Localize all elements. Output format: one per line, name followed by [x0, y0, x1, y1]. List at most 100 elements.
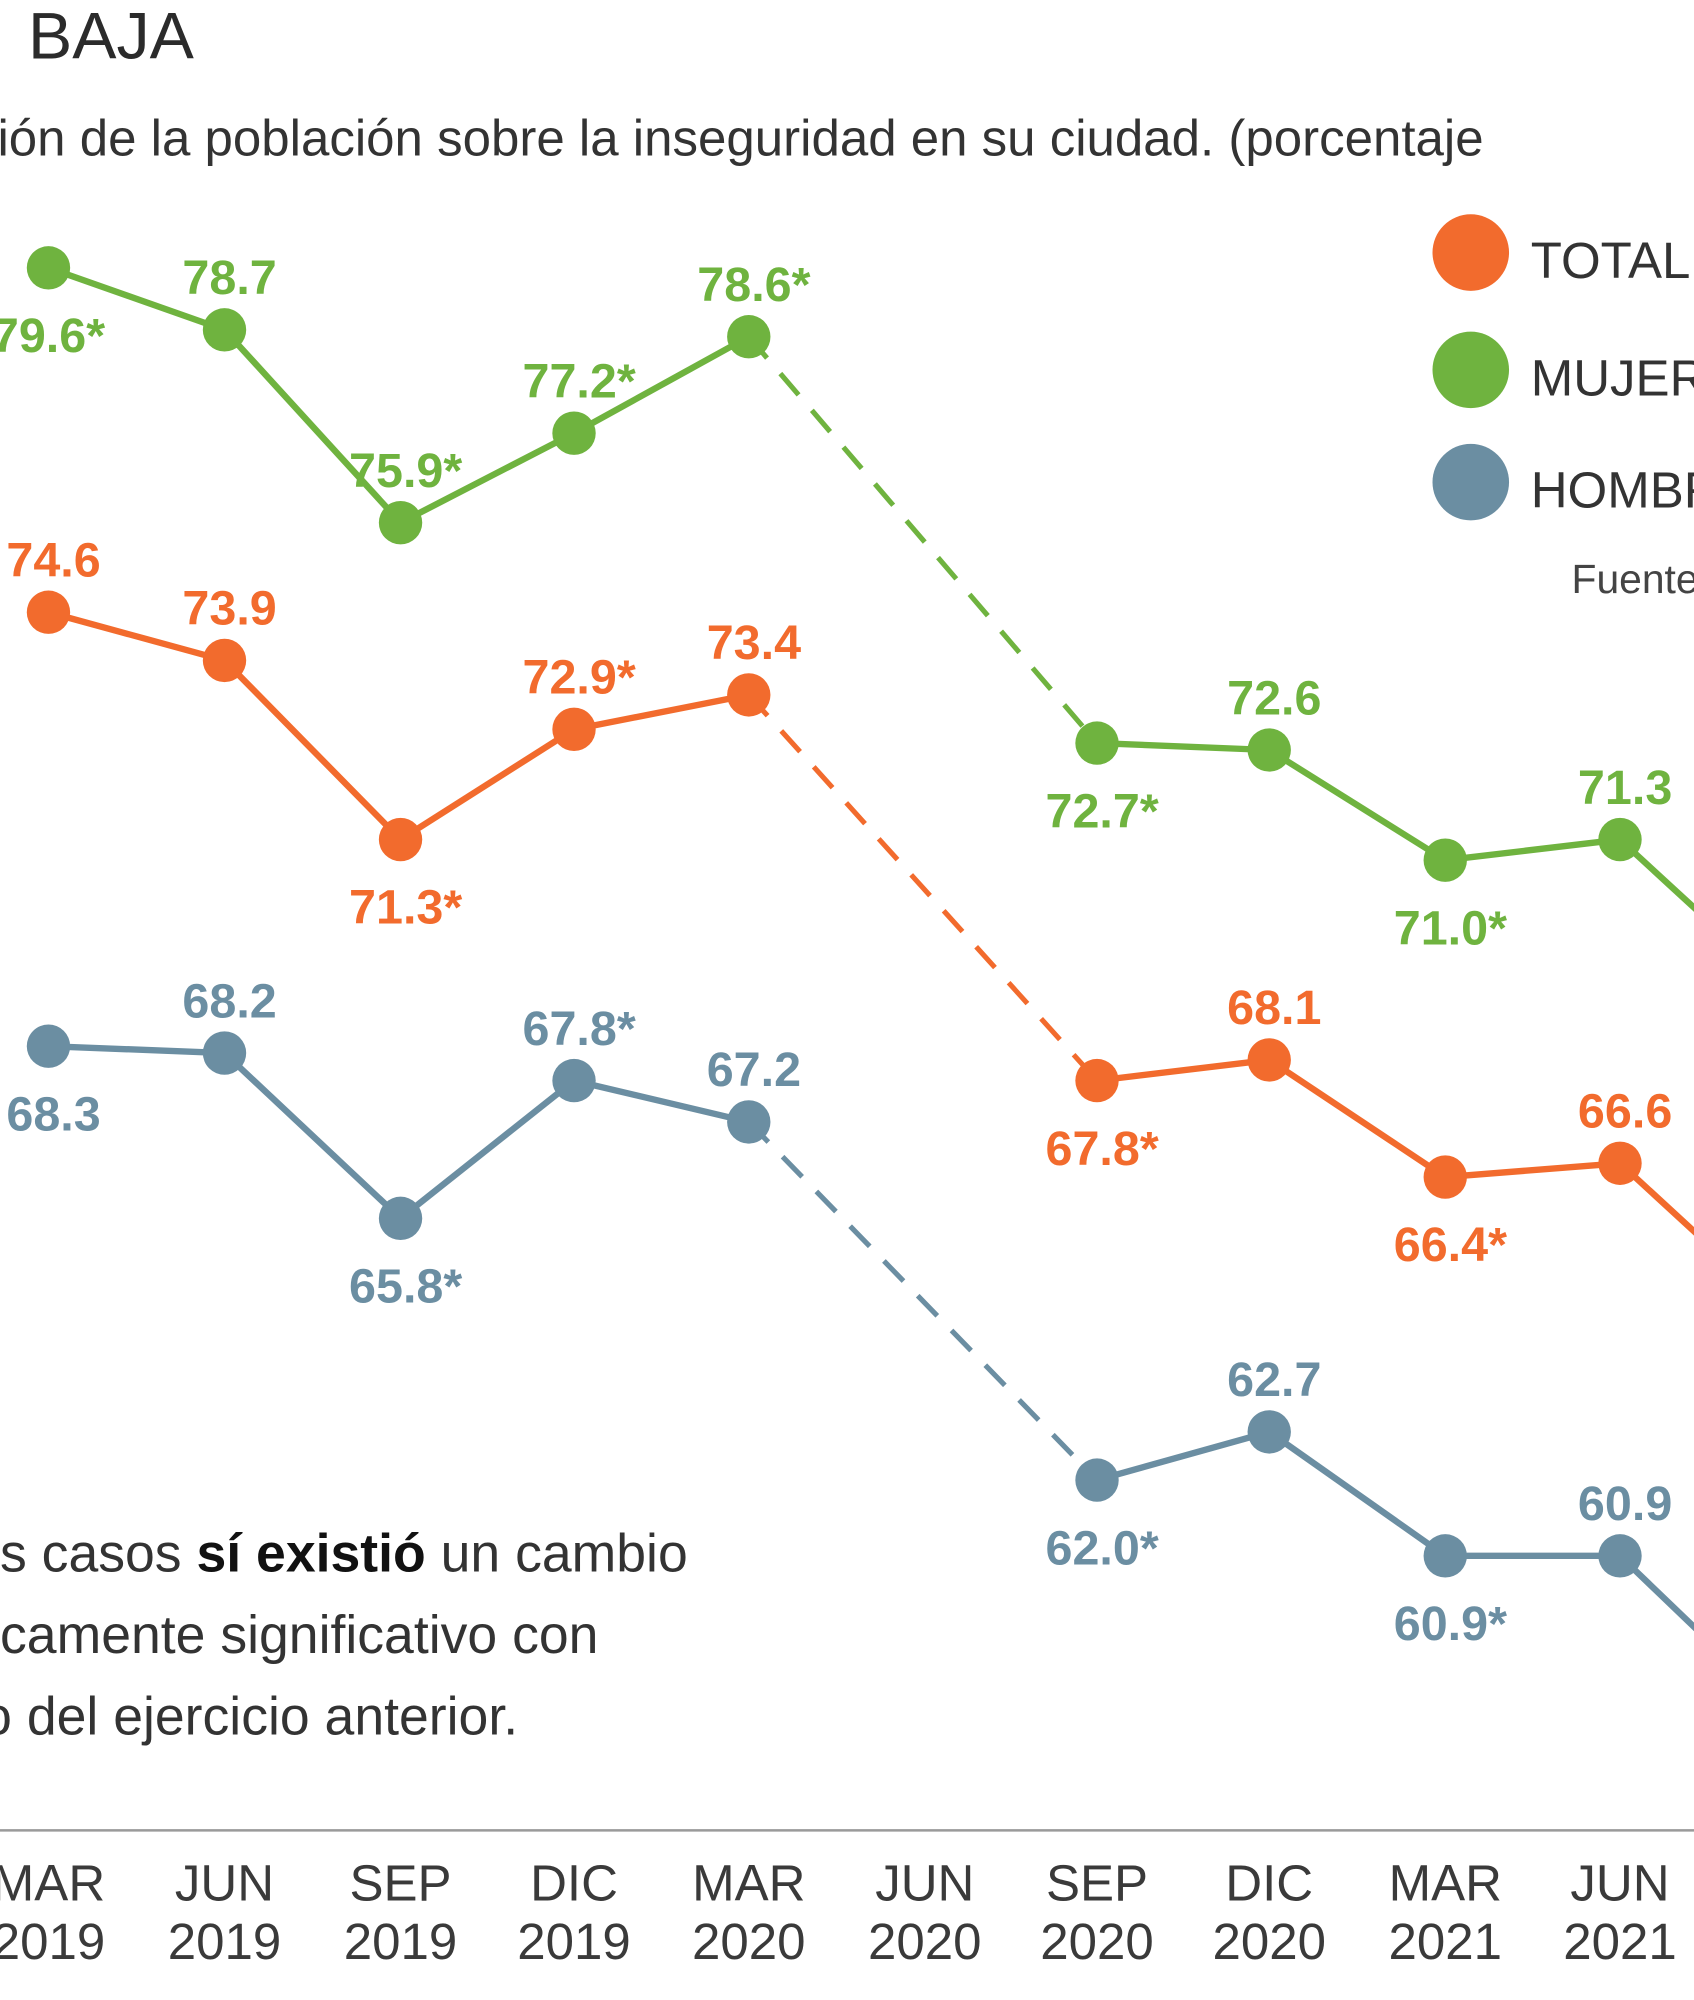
x-tick-label: JUN	[175, 1855, 274, 1912]
data-point	[1423, 838, 1467, 882]
data-label: 72.6	[1227, 671, 1321, 725]
x-tick-label: MAR	[1389, 1855, 1502, 1912]
note-line1: s casos sí existió un cambio	[0, 1524, 688, 1583]
legend-label-hombr: HOMBR	[1531, 462, 1694, 519]
x-tick-label: SEP	[1046, 1855, 1148, 1912]
data-label: 75.9*	[349, 444, 462, 498]
data-label: 68.3	[6, 1087, 100, 1141]
series-gap-segment	[746, 693, 1099, 1083]
legend-label-total: TOTAL	[1531, 232, 1691, 289]
data-point	[378, 501, 423, 545]
x-tick-year: 2019	[517, 1913, 631, 1970]
legend-swatch-hombr	[1432, 443, 1510, 521]
data-label: 71.3*	[349, 881, 462, 935]
data-point	[552, 1058, 596, 1103]
data-point	[26, 590, 71, 634]
x-tick-label: DIC	[530, 1855, 618, 1912]
note-line1-pre: s casos	[0, 1524, 196, 1583]
data-label: 72.9*	[523, 651, 636, 705]
data-label: 62.7	[1227, 1353, 1321, 1407]
data-label: 72.7*	[1046, 784, 1159, 838]
x-tick-label: JUN	[1570, 1855, 1669, 1912]
data-point	[378, 1196, 423, 1241]
data-point	[727, 673, 771, 717]
series-segment	[398, 1078, 577, 1221]
note-text: s casos sí existió un cambio camente sig…	[0, 1524, 703, 1746]
data-label: 74.6	[6, 534, 100, 588]
data-point	[552, 707, 596, 752]
note-line1-post: un cambio	[426, 1524, 688, 1583]
data-label: 77.2*	[523, 354, 636, 408]
data-label: 67.8*	[1046, 1122, 1159, 1176]
series-segment	[1617, 837, 1694, 912]
chart-subtitle: ión de la población sobre la inseguridad…	[0, 110, 1484, 167]
data-label: 68.1	[1227, 981, 1321, 1035]
data-point	[1423, 1534, 1467, 1578]
series-segment	[48, 1042, 225, 1057]
data-label: 65.8*	[349, 1260, 462, 1314]
x-tick-year: 2020	[1212, 1913, 1326, 1970]
data-point	[1598, 1141, 1642, 1185]
series-segment	[573, 1077, 750, 1126]
data-label: 68.2	[182, 974, 276, 1028]
data-label: 78.6*	[697, 258, 810, 312]
data-point	[552, 411, 596, 455]
data-label: 60.9*	[1394, 1597, 1507, 1651]
x-tick-label: DIC	[1225, 1855, 1313, 1912]
series-segment	[573, 691, 750, 733]
data-label: 60.9	[1578, 1477, 1672, 1531]
data-point	[1247, 728, 1291, 772]
data-point	[202, 638, 247, 683]
series-gap-segment	[746, 335, 1099, 745]
data-point	[202, 308, 247, 352]
data-point	[26, 1024, 71, 1068]
x-tick-label: JUN	[875, 1855, 974, 1912]
data-point	[1075, 1458, 1119, 1502]
data-label: 73.4	[707, 616, 801, 670]
data-point	[1075, 721, 1119, 765]
series-segment	[47, 609, 226, 664]
data-point	[26, 246, 71, 290]
data-point	[1598, 1534, 1642, 1578]
series-segment	[1096, 1428, 1271, 1484]
x-axis-ticks: MAR2019JUN2019SEP2019DIC2019MAR2020JUN20…	[0, 1855, 1677, 1971]
note-line2: camente significativo con	[0, 1606, 598, 1665]
series-segment	[1445, 1160, 1621, 1181]
legend-label-mujer: MUJER	[1531, 349, 1694, 406]
data-label: 78.7	[182, 251, 276, 305]
data-label: 71.0*	[1394, 901, 1507, 955]
x-tick-year: 2020	[692, 1913, 806, 1970]
x-tick-year: 2021	[1563, 1913, 1677, 1970]
note-line1-bold: sí existió	[196, 1524, 425, 1583]
data-label: 71.3	[1578, 761, 1672, 815]
series-segment	[399, 430, 576, 526]
data-label: 79.6*	[0, 309, 105, 363]
series-segment	[222, 1050, 403, 1221]
x-tick-year: 2020	[868, 1913, 982, 1970]
x-tick-year: 2019	[344, 1913, 458, 1970]
series-segment	[222, 327, 403, 525]
chart-title: BAJA	[28, 0, 195, 74]
series-segment	[1617, 1160, 1694, 1236]
series-gap-segment	[746, 1120, 1099, 1482]
series-lines	[47, 264, 1694, 1632]
series-segment	[1267, 1429, 1448, 1559]
data-point	[1075, 1058, 1119, 1103]
legend-swatch-total	[1432, 214, 1510, 291]
legend: TOTAL MUJER HOMBR Fuente	[1432, 214, 1694, 602]
data-label: 66.4*	[1394, 1218, 1507, 1272]
data-point	[1423, 1155, 1467, 1199]
series-segment	[222, 658, 403, 842]
x-tick-year: 2019	[168, 1913, 282, 1970]
data-point	[1247, 1038, 1291, 1082]
x-tick-label: SEP	[349, 1855, 451, 1912]
source-label: Fuente	[1572, 556, 1694, 602]
data-label: 66.6	[1578, 1085, 1672, 1139]
series-points: 79.6* 78.7 75.9* 77.2* 78.6* 72.7* 72.6 71.0* 71…	[0, 246, 1672, 1651]
series-segment	[1267, 747, 1447, 863]
x-tick-label: MAR	[692, 1855, 805, 1912]
x-tick-year: 2020	[1040, 1913, 1154, 1970]
x-tick-year: 2019	[0, 1913, 105, 1970]
x-tick-year: 2021	[1389, 1913, 1503, 1970]
